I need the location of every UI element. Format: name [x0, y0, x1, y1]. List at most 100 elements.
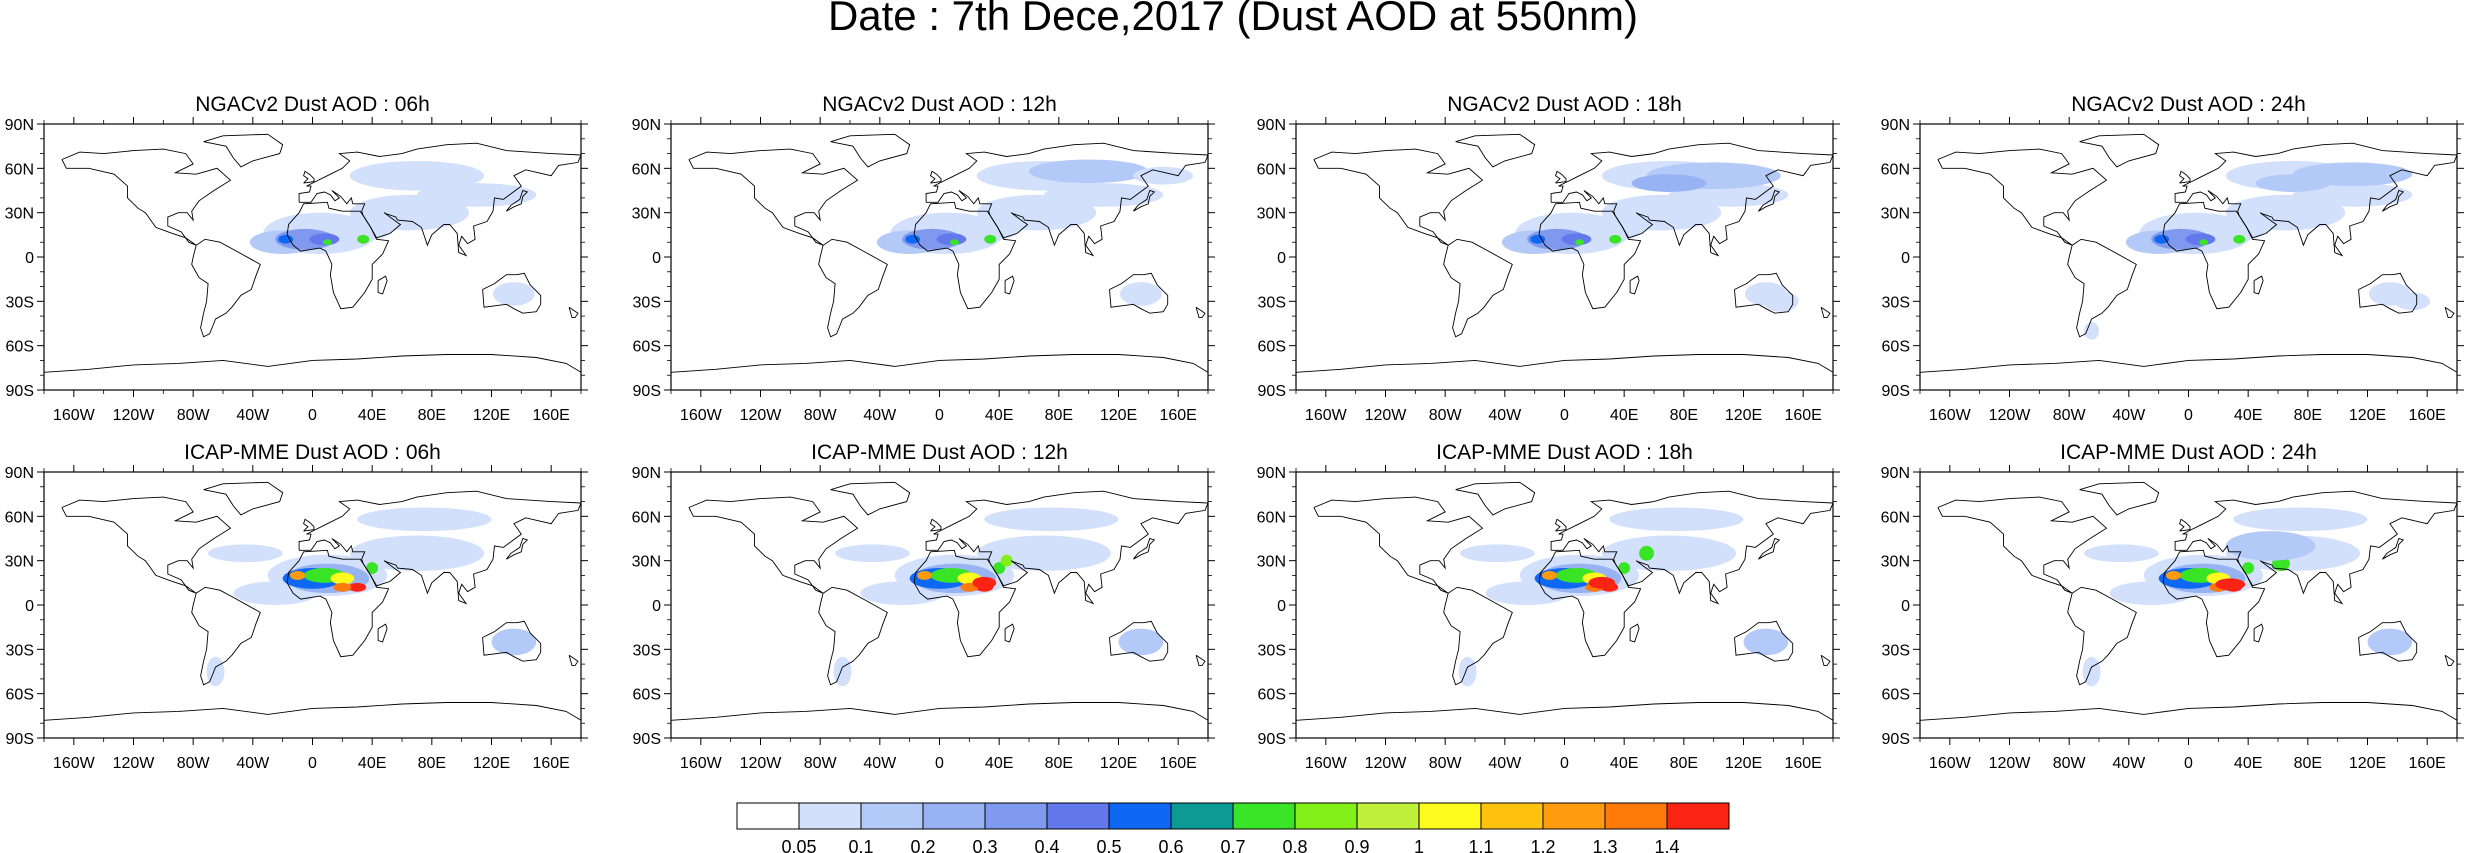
lon-tick-label: 80W [804, 407, 838, 424]
colorbar-swatch [1666, 802, 1730, 830]
lat-tick-label: 90S [1258, 731, 1286, 748]
lat-tick-label: 30N [1257, 554, 1286, 571]
map-panel: NGACv2 Dust AOD : 06h 90N 60N 30N 0 30S 60S 90S… [5, 93, 588, 424]
colorbar-label: 0.6 [1158, 837, 1183, 853]
lon-tick-label: 120E [2349, 407, 2386, 424]
lon-tick-label: 0 [308, 755, 317, 772]
aod-cell [984, 234, 997, 244]
aod-cell [1133, 166, 1194, 185]
lat-tick-label: 90N [1881, 117, 1910, 134]
colorbar-label: 0.5 [1096, 837, 1121, 853]
aod-cell [351, 215, 394, 240]
lat-tick-label: 90N [632, 117, 661, 134]
lat-tick-label: 90S [1882, 383, 1910, 400]
lat-tick-label: 30N [1257, 206, 1286, 223]
lat-tick-label: 90S [1258, 383, 1286, 400]
aod-cell [2394, 292, 2431, 311]
colorbar-swatch [798, 802, 862, 830]
aod-field [671, 481, 1208, 721]
map-frame [1919, 471, 2458, 739]
coastline [44, 481, 581, 721]
aod-cell [949, 239, 959, 246]
aod-cell [978, 215, 1021, 240]
coastline [1296, 133, 1833, 373]
lon-tick-label: 120E [1725, 407, 1762, 424]
aod-cell [2233, 507, 2368, 532]
lat-tick-label: 0 [1901, 598, 1910, 615]
colorbar-swatch [1170, 802, 1234, 830]
aod-cell [309, 233, 340, 246]
aod-cell [1043, 183, 1164, 207]
aod-cell [2225, 531, 2316, 561]
aod-cell [348, 582, 367, 592]
colorbar-label: 0.4 [1034, 837, 1059, 853]
lon-tick-label: 40W [2112, 755, 2146, 772]
lon-tick-label: 40E [985, 755, 1013, 772]
lon-tick-label: 160W [53, 755, 96, 772]
panel-title: NGACv2 Dust AOD : 06h [195, 93, 430, 116]
lon-tick-label: 80E [1670, 407, 1698, 424]
colorbar-swatch [1542, 802, 1606, 830]
lat-tick-label: 60N [5, 509, 34, 526]
aod-cell [993, 562, 1006, 574]
map-panel: ICAP-MME Dust AOD : 18h 90N 60N 30N 0 30S 60S 9… [1257, 441, 1840, 772]
aod-cell [984, 507, 1119, 532]
colorbar-label: 0.05 [781, 837, 816, 853]
colorbar-label: 0.7 [1220, 837, 1245, 853]
lon-tick-label: 160E [1159, 755, 1196, 772]
aod-cell [492, 282, 535, 306]
lon-tick-label: 0 [1560, 755, 1569, 772]
coastline [671, 133, 1208, 373]
aod-cell [1029, 159, 1149, 184]
colorbar-swatch [1418, 802, 1482, 830]
lon-tick-label: 40E [985, 407, 1013, 424]
lat-tick-label: 30N [632, 554, 661, 571]
lat-tick-label: 30S [633, 642, 661, 659]
coastline [44, 133, 581, 373]
lon-tick-label: 80W [804, 755, 838, 772]
colorbar-label: 0.2 [910, 837, 935, 853]
aod-cell [2154, 234, 2170, 244]
lon-tick-label: 160E [1159, 407, 1196, 424]
colorbar-label: 1.3 [1592, 837, 1617, 853]
aod-field [1920, 133, 2457, 373]
lon-tick-label: 40E [358, 755, 386, 772]
lon-tick-label: 80W [177, 407, 211, 424]
lon-tick-label: 120E [2349, 755, 2386, 772]
lat-tick-label: 90N [1257, 117, 1286, 134]
lon-tick-label: 120E [1725, 755, 1762, 772]
lon-tick-label: 40E [1610, 755, 1638, 772]
colorbar-swatch [1604, 802, 1668, 830]
colorbar-swatch [860, 802, 924, 830]
colorbar-swatch [1356, 802, 1420, 830]
lon-tick-label: 120W [1989, 755, 2032, 772]
aod-cell [2255, 174, 2331, 192]
aod-cell [366, 562, 379, 574]
aod-cell [1460, 544, 1535, 563]
lon-tick-label: 0 [935, 755, 944, 772]
lat-tick-label: 0 [25, 598, 34, 615]
aod-field [671, 133, 1208, 373]
lat-tick-label: 90S [633, 731, 661, 748]
lon-tick-label: 120W [1365, 407, 1408, 424]
aod-cell [278, 234, 294, 244]
lat-tick-label: 60N [1881, 161, 1910, 178]
aod-cell [1530, 234, 1546, 244]
lon-tick-label: 120W [1365, 755, 1408, 772]
aod-cell [1118, 628, 1164, 656]
aod-cell [2233, 234, 2246, 244]
aod-cell [357, 234, 370, 244]
lat-tick-label: 30S [633, 294, 661, 311]
lat-tick-label: 30S [6, 294, 34, 311]
lon-tick-label: 80W [1429, 755, 1463, 772]
panel-title: ICAP-MME Dust AOD : 24h [2060, 441, 2317, 464]
lon-tick-label: 120E [1100, 755, 1137, 772]
lon-tick-label: 40W [863, 755, 897, 772]
map-panels: NGACv2 Dust AOD : 06h 90N 60N 30N 0 30S 60S 90S… [5, 93, 2464, 772]
aod-cell [322, 239, 332, 246]
lon-tick-label: 40W [236, 755, 270, 772]
coastline [1920, 133, 2457, 373]
lat-tick-label: 0 [652, 250, 661, 267]
lat-tick-label: 60N [632, 509, 661, 526]
